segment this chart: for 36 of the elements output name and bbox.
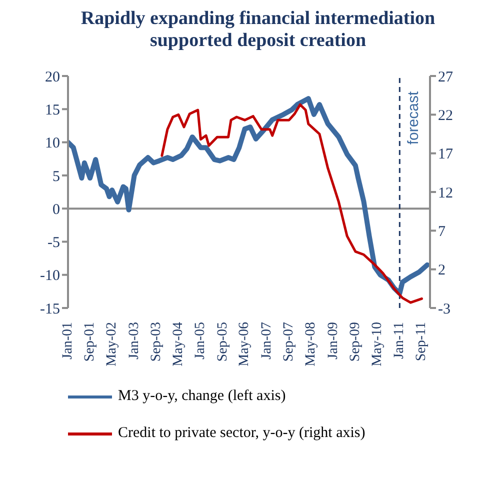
y2-tick-label: 17 xyxy=(438,146,454,163)
y2-tick-label: 12 xyxy=(438,185,453,202)
y-tick-label: -15 xyxy=(40,301,60,318)
x-tick-label: Sep-03 xyxy=(148,322,164,362)
x-tick-label: May-06 xyxy=(237,322,252,366)
y-tick-label: -5 xyxy=(48,235,60,252)
x-tick-label: Sep-05 xyxy=(215,322,230,362)
y-tick-label: 0 xyxy=(52,202,60,218)
y2-tick-label: 2 xyxy=(438,262,446,279)
y-tick-label: 10 xyxy=(45,136,60,152)
x-tick-label: Sep-07 xyxy=(282,322,297,362)
y-tick-label: 15 xyxy=(45,102,60,118)
y-tick-label: 5 xyxy=(52,168,60,185)
y2-tick-label: 22 xyxy=(438,108,453,124)
x-tick-label: Jan-05 xyxy=(193,322,208,360)
x-tick-label: Jan-01 xyxy=(60,322,76,360)
x-tick-label: Jan-11 xyxy=(392,322,408,359)
legend-label: Credit to private sector, y-o-y (right axis) xyxy=(118,425,366,442)
legend-label: M3 y-o-y, change (left axis) xyxy=(118,388,286,405)
x-tick-label: May-08 xyxy=(304,322,319,366)
ref-line-label: forecast xyxy=(405,90,422,145)
chart-title: Rapidly expanding financial intermediation supported deposit creation xyxy=(80,8,436,53)
x-tick-label: Jan-03 xyxy=(126,322,142,360)
y2-tick-label: 7 xyxy=(438,224,446,240)
x-tick-label: Sep-01 xyxy=(82,322,98,362)
y-tick-label: 20 xyxy=(45,69,60,86)
y2-tick-label: -3 xyxy=(438,301,450,318)
x-tick-label: Sep-11 xyxy=(414,322,430,362)
x-tick-label: May-02 xyxy=(104,322,120,366)
x-tick-label: Jan-07 xyxy=(259,322,274,360)
y2-tick-label: 27 xyxy=(438,69,454,86)
x-tick-label: Jan-09 xyxy=(326,322,341,360)
y-tick-label: -10 xyxy=(40,268,60,284)
x-tick-label: Sep-09 xyxy=(348,322,363,362)
x-tick-label: May-10 xyxy=(370,322,385,366)
x-tick-label: May-04 xyxy=(170,322,186,366)
